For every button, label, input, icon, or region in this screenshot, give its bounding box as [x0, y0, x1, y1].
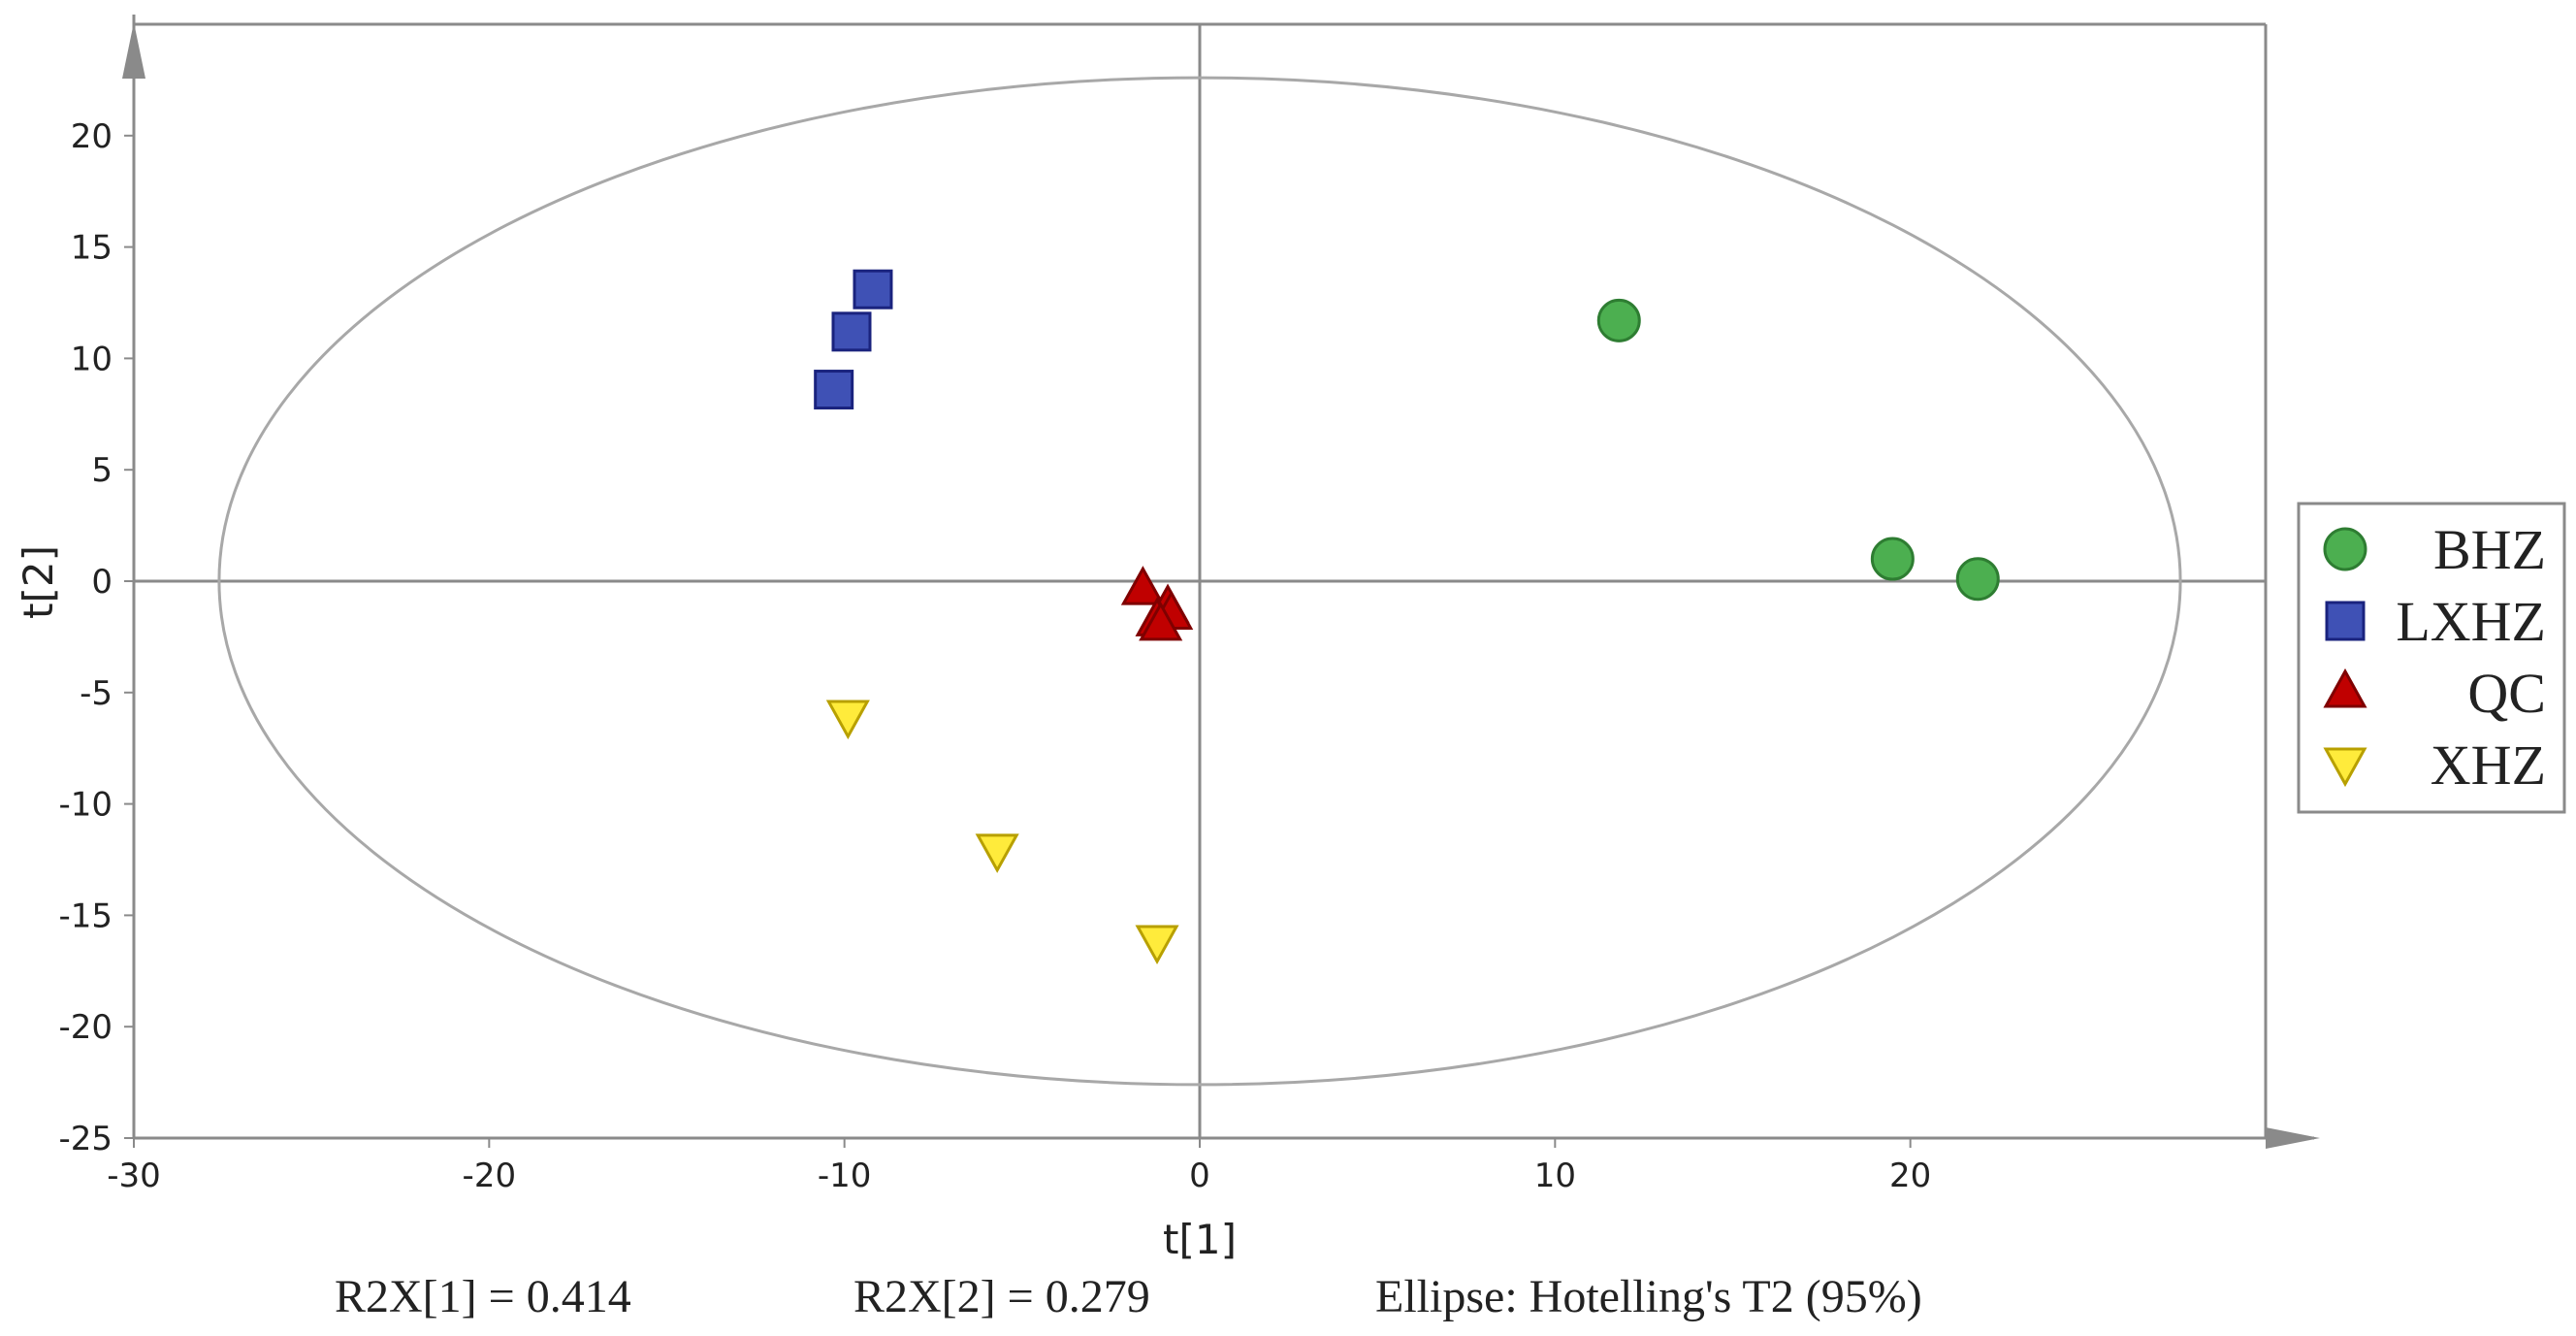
data-point-lxhz — [831, 311, 872, 352]
data-point-lxhz — [814, 370, 854, 410]
r2x1-label: R2X[1] = 0.414 — [335, 1271, 631, 1322]
data-point-bhz — [1596, 298, 1641, 342]
legend-label-bhz: BHZ — [2433, 518, 2546, 581]
x-tick-label: -30 — [107, 1157, 161, 1195]
legend-marker-xhz — [2323, 747, 2367, 788]
r2x2-label: R2X[2] = 0.279 — [853, 1271, 1150, 1322]
y-tick-label: -15 — [58, 896, 113, 935]
y-tick-label: 5 — [91, 451, 113, 490]
data-point-xhz — [825, 700, 870, 740]
data-point-lxhz — [853, 269, 893, 310]
y-tick-label: -25 — [58, 1120, 113, 1158]
data-point-qc — [1120, 566, 1165, 605]
data-point-xhz — [1135, 925, 1179, 965]
legend-label-lxhz: LXHZ — [2396, 590, 2546, 653]
data-point-xhz — [975, 833, 1019, 873]
legend-label-xhz: XHZ — [2431, 733, 2546, 797]
y-tick-label: 20 — [71, 117, 113, 156]
y-tick-label: -10 — [58, 786, 113, 825]
y-tick-label: -5 — [80, 674, 113, 713]
x-tick-label: 10 — [1534, 1157, 1576, 1195]
data-point-qc — [1139, 601, 1183, 641]
legend: BHZ LXHZ QC XHZ — [2297, 502, 2566, 814]
y-tick-label: 0 — [91, 563, 113, 602]
axes-layer: -30 -20 -10 0 10 20 20 15 10 5 0 -5 -10 -15 -20 -25 — [58, 15, 2320, 1195]
x-axis-title: t[1] — [1163, 1216, 1237, 1263]
x-tick-label: 0 — [1189, 1157, 1210, 1195]
y-tick-label: 15 — [71, 229, 113, 268]
x-axis-arrow — [2266, 1127, 2320, 1149]
legend-marker-qc — [2323, 668, 2367, 708]
y-tick-label: -20 — [58, 1008, 113, 1047]
x-tick-label: -20 — [463, 1157, 517, 1195]
hotelling-ellipse — [217, 76, 2182, 1087]
y-axis-title: t[2] — [15, 545, 62, 619]
data-point-bhz — [1870, 537, 1915, 581]
marks-layer — [814, 269, 2000, 965]
x-tick-label: -10 — [818, 1157, 872, 1195]
data-point-bhz — [1955, 557, 2000, 602]
legend-label-qc: QC — [2467, 662, 2546, 725]
y-axis-arrow — [122, 22, 145, 79]
legend-marker-lxhz — [2325, 601, 2366, 641]
legend-marker-bhz — [2323, 527, 2367, 571]
x-tick-label: 20 — [1889, 1157, 1931, 1195]
y-tick-label: 10 — [71, 340, 113, 378]
ellipse-label: Ellipse: Hotelling's T2 (95%) — [1375, 1271, 1922, 1322]
